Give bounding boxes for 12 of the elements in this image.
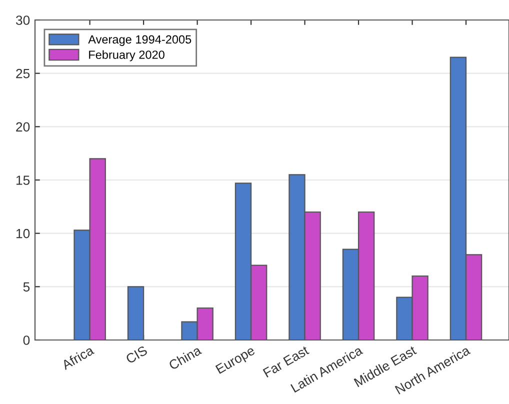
y-tick-label: 10: [16, 228, 30, 238]
x-tick-label: Africa: [60, 344, 95, 370]
y-tick-label: 25: [16, 68, 30, 78]
legend-label: February 2020: [89, 50, 164, 62]
legend-label: Average 1994-2005: [88, 35, 192, 46]
x-tick-label: China: [168, 344, 202, 370]
x-tick-label: CIS: [125, 345, 148, 364]
y-tick-label: 15: [16, 176, 30, 185]
y-tick-label: 30: [16, 16, 30, 25]
y-tick-label: 0: [23, 336, 30, 345]
y-tick-label: 5: [23, 282, 30, 292]
y-tick-label: 20: [16, 122, 30, 132]
